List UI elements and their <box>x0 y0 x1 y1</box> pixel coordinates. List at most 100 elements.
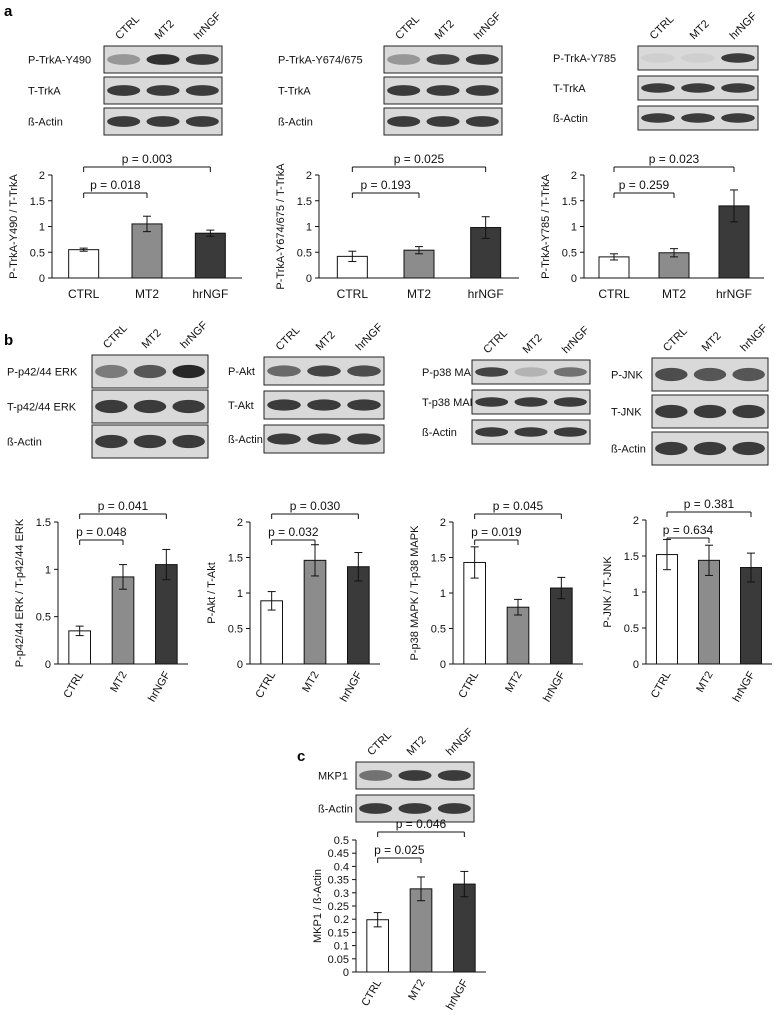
blot-row-label: T-p42/44 ERK <box>7 402 77 414</box>
y-tick-label: 1 <box>633 587 639 599</box>
blot-lane-label: hrNGF <box>192 10 224 42</box>
chart-a2: 0 0.5 1 1.5 2 P-TrkA-Y674/675 / T-TrkA CTRL MT2… <box>275 152 519 301</box>
y-tick-label: 0 <box>45 659 51 671</box>
blot-band <box>437 803 471 814</box>
blot-band <box>347 399 381 411</box>
blot-band <box>426 85 460 96</box>
blot-lane-label: MT2 <box>314 329 338 353</box>
y-tick-label: 0.05 <box>328 954 349 966</box>
blot-band <box>693 367 727 382</box>
blot-band <box>387 54 421 65</box>
blot-row-label: P-TrkA-Y785 <box>553 53 616 65</box>
y-tick-label: 1 <box>440 588 446 600</box>
y-tick-label: 1.5 <box>30 196 45 208</box>
chart-a1: 0 0.5 1 1.5 2 P-TrkA-Y490 / T-TrkA CTRL MT2 hrNG… <box>8 152 242 301</box>
blot-band <box>398 770 432 781</box>
blot-band <box>721 83 755 93</box>
blot-row-label: T-Akt <box>228 400 254 412</box>
bar <box>550 587 573 665</box>
blot-band <box>514 397 548 407</box>
blot-lane-label: hrNGF <box>738 322 770 354</box>
y-axis-label: P-JNK / T-JNK <box>602 556 614 628</box>
blot-lane-label: CTRL <box>101 322 130 351</box>
y-axis-label: P-TrkA-Y785 / T-TrkA <box>540 173 552 278</box>
bar <box>470 227 502 279</box>
blot-band <box>107 116 141 127</box>
y-tick-label: 0.5 <box>562 247 577 259</box>
y-tick-label: 0.5 <box>334 835 349 847</box>
p-value-label: p = 0.019 <box>471 525 522 539</box>
blot-band <box>655 441 688 456</box>
blot-row-label: P-p42/44 ERK <box>7 367 78 379</box>
blot-band <box>95 399 128 414</box>
blot-band <box>107 54 141 65</box>
x-tick-label: hrNGF <box>444 977 471 1012</box>
blot-lane-label: MT2 <box>688 18 712 42</box>
blot-band <box>553 397 587 407</box>
blot-row-label: MKP1 <box>318 771 348 783</box>
blot-band <box>347 365 381 377</box>
blot-row-label: ß-Actin <box>7 437 42 449</box>
blot-band <box>172 434 205 449</box>
blot-band <box>475 427 509 437</box>
p-value-label: p = 0.259 <box>619 178 670 192</box>
chart-a3: 0 0.5 1 1.5 2 P-TrkA-Y785 / T-TrkA CTRL MT2 hrNG… <box>540 152 764 301</box>
y-tick-label: 1.5 <box>562 196 577 208</box>
y-tick-label: 0 <box>440 659 446 671</box>
blot-lane-label: CTRL <box>274 324 303 353</box>
bar <box>68 249 100 279</box>
blot-lane-label: MT2 <box>140 327 164 351</box>
blot-band <box>693 404 727 419</box>
bar <box>111 576 135 665</box>
blot-band <box>172 399 205 414</box>
x-tick-label: CTRL <box>360 978 385 1009</box>
p-value-label: p = 0.030 <box>290 499 341 513</box>
blot-band <box>553 367 587 377</box>
blot-row-label: T-TrkA <box>553 83 586 95</box>
y-tick-label: 1.5 <box>297 196 312 208</box>
blot-band <box>185 116 219 127</box>
y-tick-label: 0 <box>306 273 312 285</box>
blot-band <box>133 434 167 449</box>
blot-band <box>307 365 341 377</box>
x-tick-label: MT2 <box>300 670 321 695</box>
y-tick-label: 0.1 <box>334 941 349 953</box>
chart-b3: 0 0.5 1 1.5 2 P-p38 MAPK / T-p38 MAPK CTRL MT2 h… <box>409 499 583 704</box>
blot-b2: CTRL MT2 hrNGF P-Akt T-Akt ß-Actin <box>228 321 386 454</box>
p-value-label: p = 0.046 <box>396 817 447 831</box>
blot-lane-label: MT2 <box>700 330 724 354</box>
bar <box>506 606 530 665</box>
x-tick-label: CTRL <box>598 287 630 301</box>
blot-lane-label: MT2 <box>153 18 177 42</box>
y-tick-label: 0.4 <box>334 861 349 873</box>
chart-c1: 00.050.1 0.150.20.250.30.35 0.40.450.5 MKP1… <box>312 817 486 1012</box>
blot-a3: CTRL MT2 hrNGF P-TrkA-Y785 T-TrkA ß-Actin <box>553 10 760 131</box>
blot-row-label: P-JNK <box>611 370 643 382</box>
blot-lane-label: MT2 <box>405 734 429 758</box>
blot-band <box>387 116 421 127</box>
blot-band <box>437 770 471 781</box>
blot-band <box>553 427 587 437</box>
y-axis-label: MKP1 / ß-Actin <box>312 869 324 943</box>
p-value-label: p = 0.381 <box>684 497 735 511</box>
blot-band <box>693 441 727 456</box>
blot-band <box>185 54 219 65</box>
blot-band <box>95 434 128 449</box>
blot-band <box>185 85 219 96</box>
blot-lane-label: CTRL <box>648 13 677 42</box>
y-axis-label: P-p38 MAPK / T-p38 MAPK <box>409 525 421 661</box>
y-tick-label: 2 <box>440 517 446 529</box>
blot-band <box>465 116 499 127</box>
y-axis-label: P-TrkA-Y674/675 / T-TrkA <box>275 163 287 290</box>
blot-lane-label: MT2 <box>433 18 457 42</box>
blot-band <box>387 85 421 96</box>
p-value-label: p = 0.032 <box>268 525 319 539</box>
y-tick-label: 0.45 <box>328 848 349 860</box>
blot-band <box>398 803 432 814</box>
blot-row-label: ß-Actin <box>422 427 457 439</box>
y-tick-label: 1.5 <box>431 553 446 565</box>
y-tick-label: 1 <box>571 222 577 234</box>
y-tick-label: 1.5 <box>228 553 243 565</box>
blot-band <box>146 85 180 96</box>
blot-a1: CTRL MT2 hrNGF P-TrkA-Y490 T-TrkA ß-Actin <box>28 10 224 136</box>
